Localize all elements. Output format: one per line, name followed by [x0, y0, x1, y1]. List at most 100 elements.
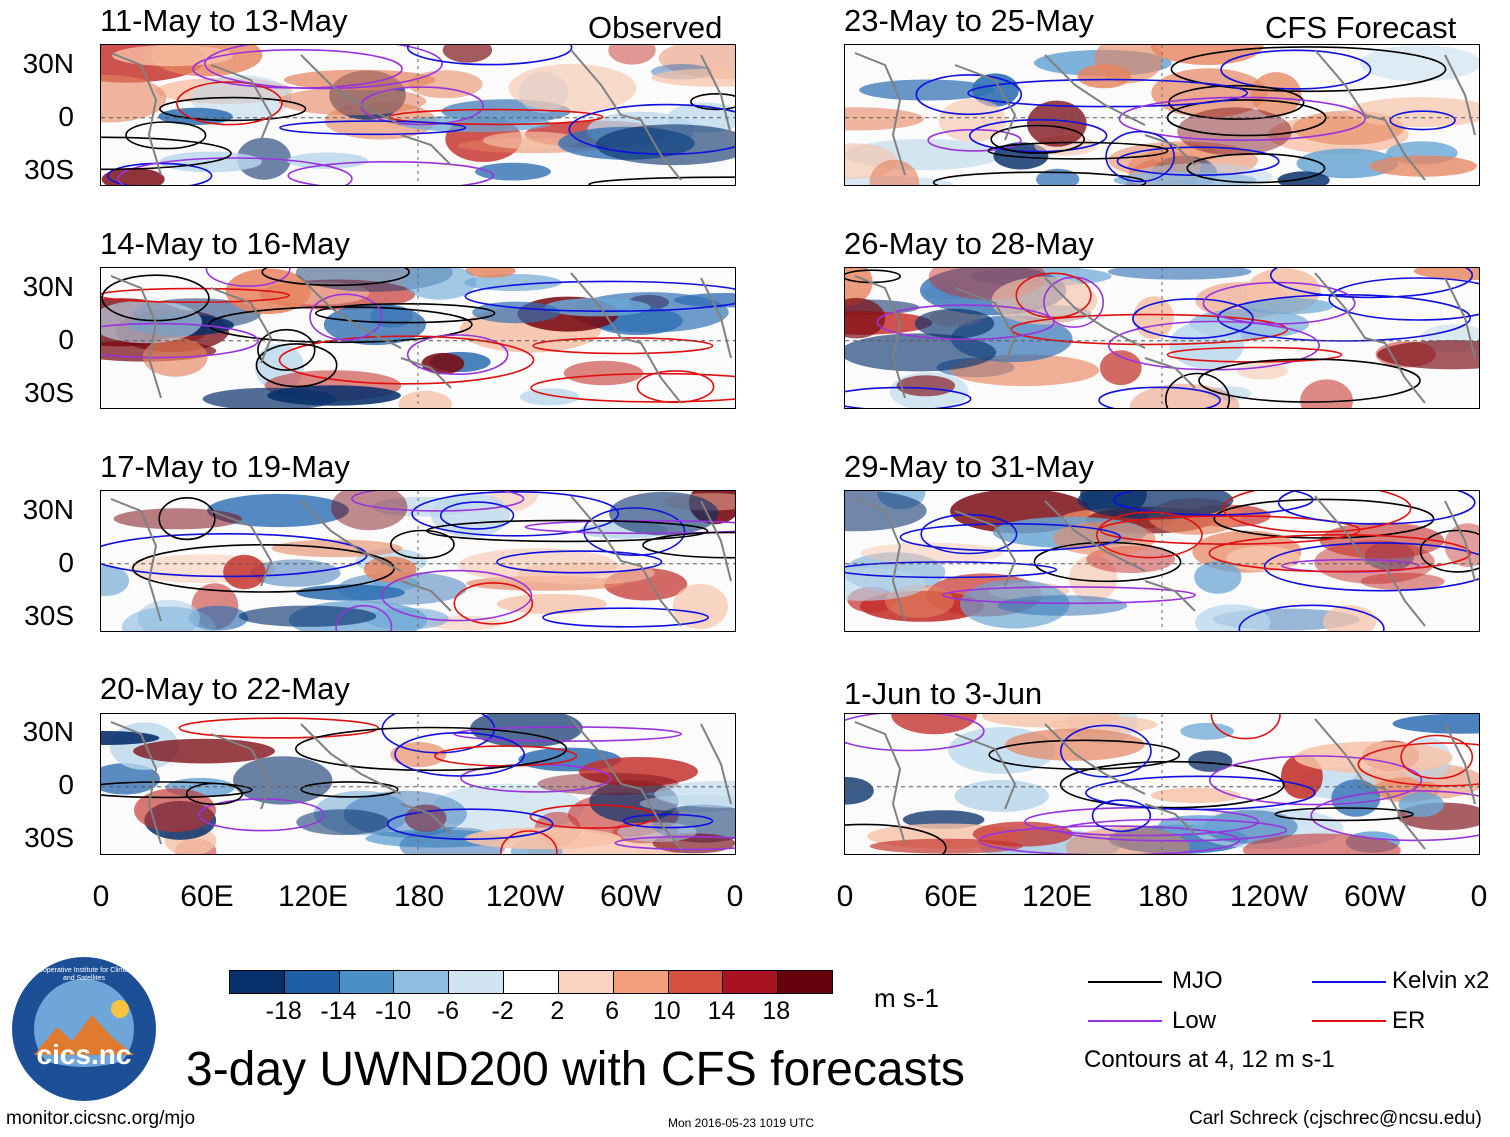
er-contour: [636, 370, 715, 404]
logo-graphic: [14, 959, 154, 1099]
coastline: [1314, 718, 1426, 850]
lon-label: 120W: [485, 880, 565, 913]
mjo-contour: [1186, 153, 1326, 184]
mjo-contour: [1165, 372, 1230, 408]
anomaly-shading: [113, 508, 242, 530]
kelvin-contour: [920, 513, 1018, 555]
anomaly-shading: [233, 756, 333, 805]
low-contour: [309, 293, 383, 341]
lat-label-0: 0: [58, 101, 74, 132]
mjo-contour: [300, 781, 399, 798]
coastline: [300, 500, 402, 572]
anomaly-shading: [595, 124, 735, 166]
kelvin-contour: [406, 45, 573, 66]
anomaly-shading: [101, 763, 160, 795]
mjo-contour: [690, 93, 735, 111]
low-contour: [287, 161, 494, 185]
anomaly-shading: [1319, 522, 1445, 559]
colorbar-swatch: [448, 971, 504, 993]
colorbar-tick-label: 18: [762, 997, 791, 1025]
low-contour: [1310, 790, 1479, 842]
anomaly-shading: [1242, 833, 1401, 854]
footer-timestamp: Mon 2016-05-23 1019 UTC: [668, 1116, 815, 1130]
mjo-contour: [1033, 541, 1182, 583]
anomaly-shading: [845, 268, 873, 307]
er-contour: [1400, 734, 1474, 780]
coastline: [400, 134, 452, 166]
legend-label-low: Low: [1172, 1007, 1217, 1034]
anomaly-shading: [331, 491, 408, 531]
map-panel-obs-3: [100, 490, 736, 632]
anomaly-shading: [101, 75, 167, 123]
kelvin-contour: [1277, 491, 1476, 525]
wind-anomaly-field: [845, 714, 1479, 854]
figure-title: 3-day UWND200 with CFS forecasts: [186, 1043, 965, 1096]
anomaly-shading: [1236, 362, 1288, 380]
colorbar-swatch: [612, 971, 668, 993]
kelvin-contour: [1091, 799, 1152, 833]
mjo-contour: [159, 96, 307, 122]
anomaly-shading: [1107, 268, 1252, 280]
low-contour: [1060, 818, 1288, 842]
colorbar-swatch: [338, 971, 394, 993]
lat-label-0: 0: [58, 547, 74, 578]
anomaly-shading: [1077, 491, 1234, 520]
kelvin-contour: [1113, 491, 1314, 516]
anomaly-shading: [563, 360, 644, 386]
footer-url[interactable]: monitor.cicsnc.org/mjo: [6, 1108, 196, 1129]
map-panel-obs-4: [100, 713, 736, 855]
anomaly-shading: [475, 162, 551, 181]
low-contour: [942, 586, 1196, 605]
er-contour: [1015, 272, 1092, 319]
coastline: [1314, 495, 1426, 627]
anomaly-shading: [589, 780, 679, 823]
anomaly-shading: [1294, 741, 1453, 774]
coastline: [700, 277, 732, 359]
anomaly-shading: [134, 788, 216, 832]
lon-label: 0: [726, 880, 744, 913]
mjo-contour: [158, 497, 216, 541]
coastline: [110, 275, 162, 399]
mjo-contour: [101, 781, 253, 799]
low-contour: [205, 268, 291, 287]
mjo-contour: [426, 519, 709, 543]
anomaly-shading: [519, 388, 580, 406]
anomaly-shading: [223, 554, 266, 590]
anomaly-shading: [398, 390, 452, 408]
colorbar-tick-label: 10: [652, 997, 681, 1025]
kelvin-contour: [1220, 49, 1372, 90]
anomaly-shading: [1053, 521, 1156, 556]
low-contour: [1208, 755, 1423, 806]
lat-label-0: 0: [58, 324, 74, 355]
coastline: [210, 64, 273, 141]
anomaly-shading: [101, 167, 165, 185]
kelvin-contour: [1085, 775, 1316, 811]
low-contour: [876, 304, 1055, 341]
kelvin-contour: [622, 813, 714, 829]
anomaly-shading: [1127, 163, 1273, 185]
mjo-contour: [1059, 760, 1285, 809]
anomaly-shading: [278, 87, 427, 116]
coastline: [400, 803, 452, 835]
coastline: [1144, 134, 1196, 166]
kelvin-contour: [845, 561, 1058, 579]
coastline: [1444, 54, 1476, 136]
wind-anomaly-field: [101, 268, 735, 408]
logo-ring-text: Cooperative Institute for Climate and Sa…: [34, 967, 134, 982]
mjo-contour: [257, 328, 316, 371]
lon-label: 60W: [600, 880, 662, 913]
coastline: [300, 723, 402, 795]
wind-anomaly-field: [845, 268, 1479, 408]
kelvin-contour: [1105, 130, 1175, 183]
coastline: [1044, 54, 1146, 126]
coastline: [1444, 723, 1476, 805]
anomaly-shading: [609, 491, 719, 536]
anomaly-shading: [1398, 792, 1444, 817]
low-contour: [351, 491, 525, 512]
anomaly-shading: [207, 493, 349, 528]
lat-label-30s: 30S: [24, 822, 74, 853]
anomaly-shading: [133, 738, 275, 764]
anomaly-shading: [238, 605, 377, 627]
mjo-contour: [261, 268, 410, 287]
panel-title-fc-3: 29-May to 31-May: [844, 449, 1094, 484]
